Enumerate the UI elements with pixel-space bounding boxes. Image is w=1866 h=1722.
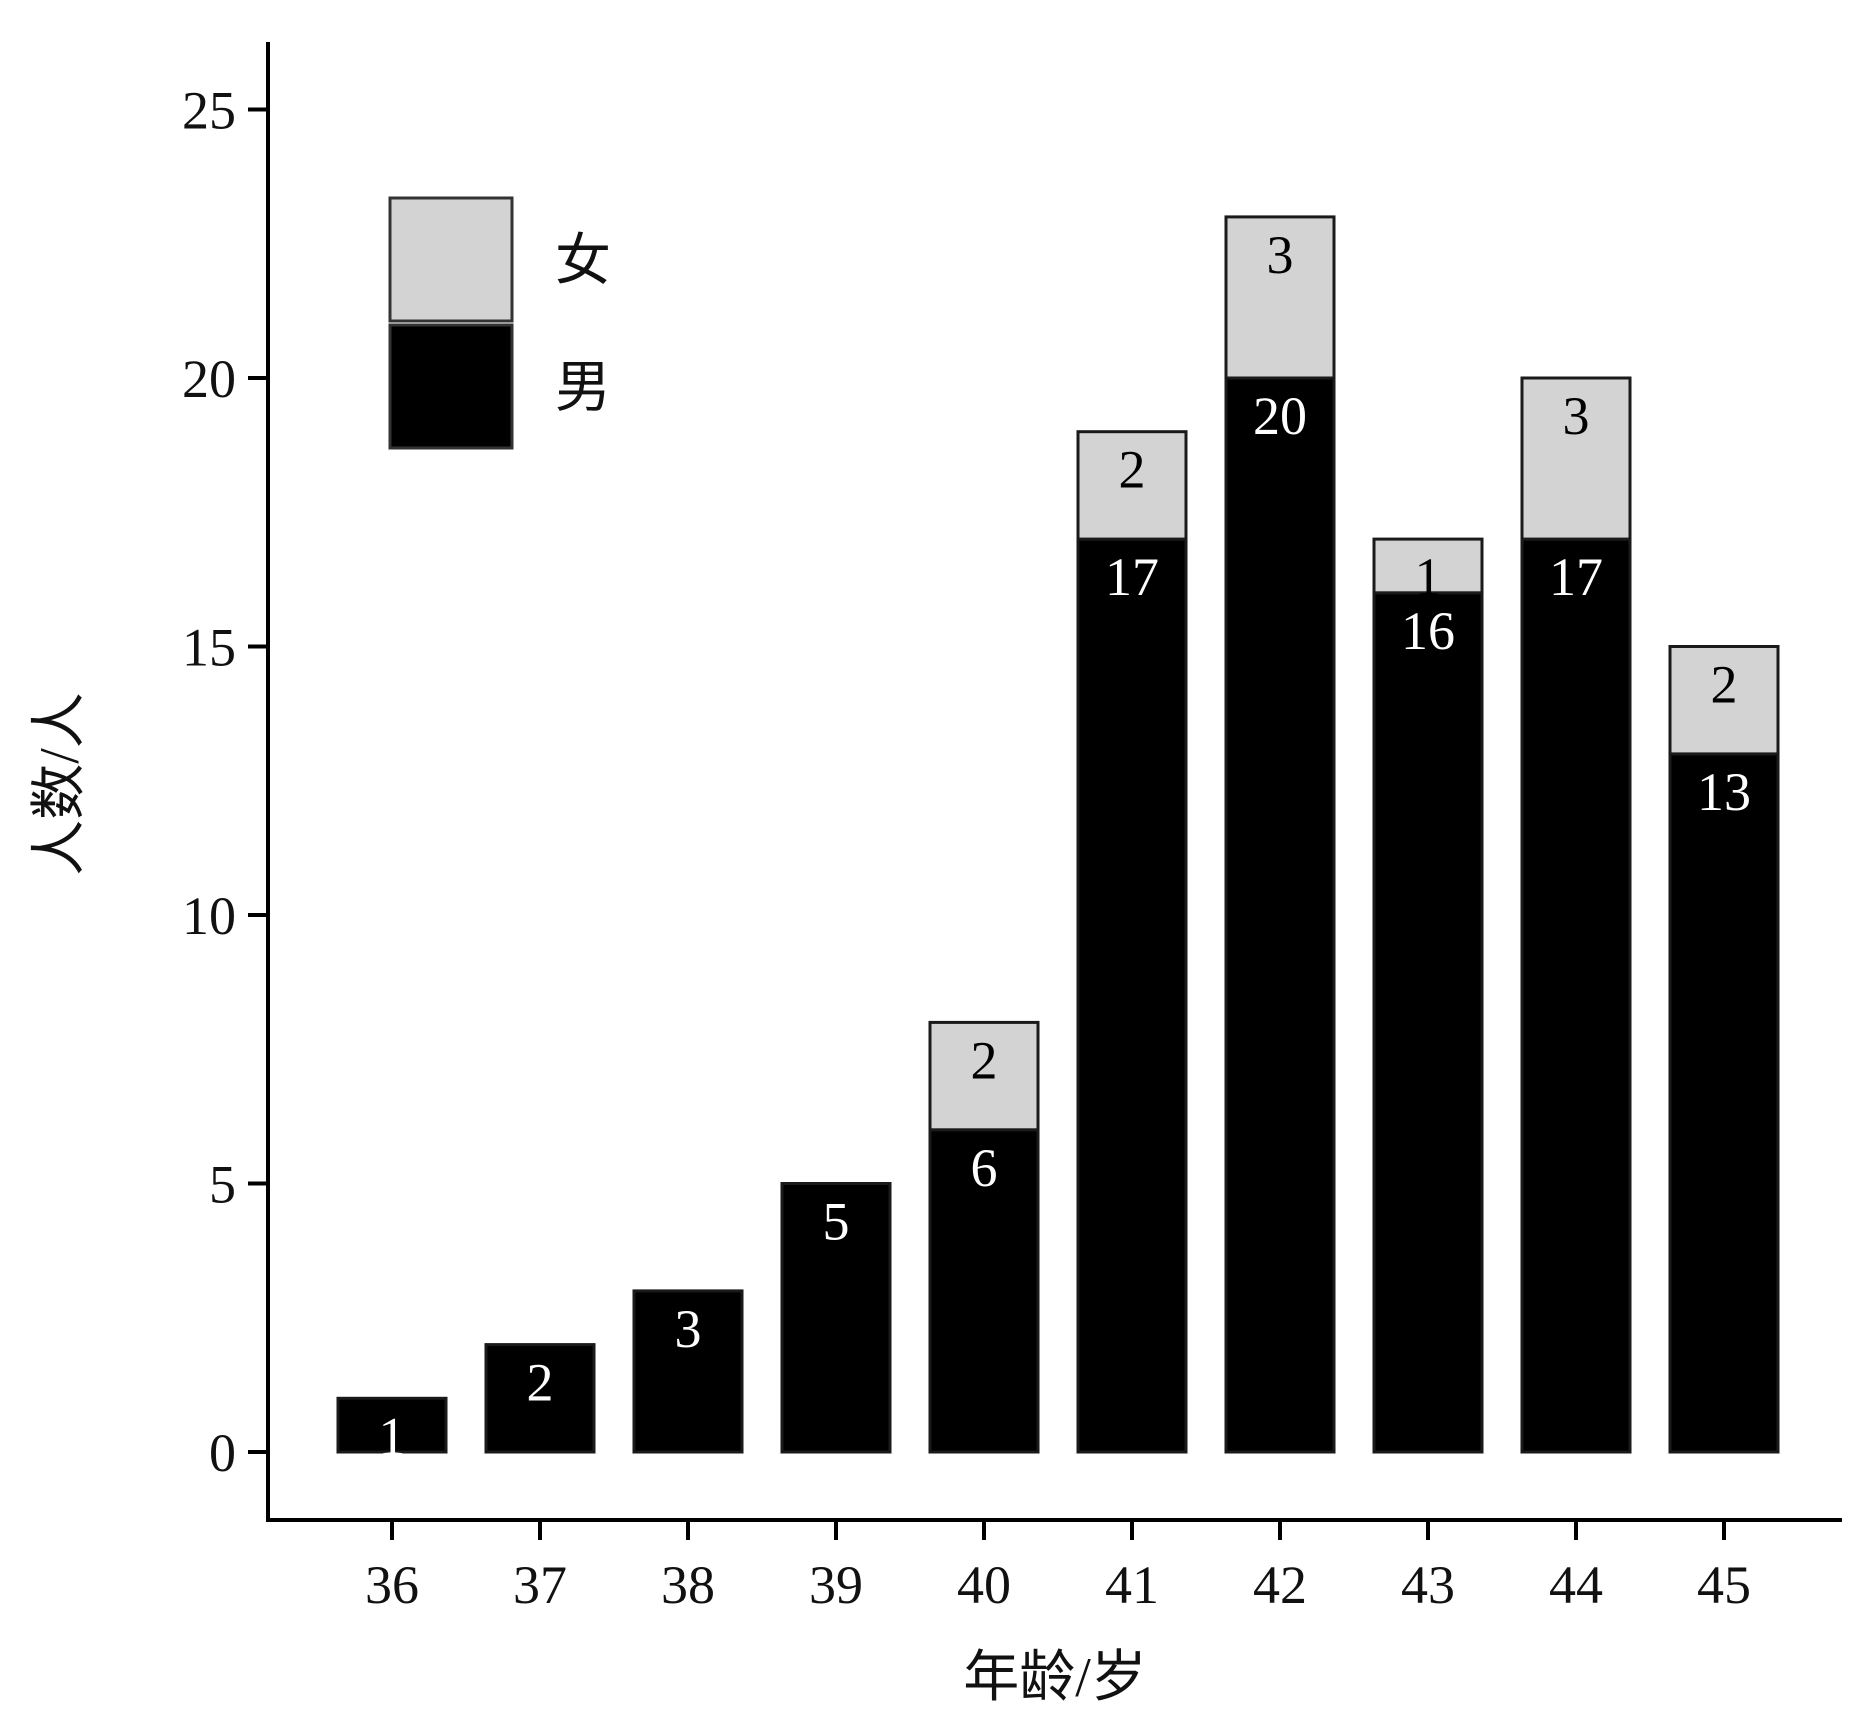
bar-segment-male	[1372, 591, 1484, 1454]
bar-value-label: 3	[675, 1299, 702, 1359]
bar-value-label: 2	[1711, 655, 1738, 715]
bar-value-label: 20	[1253, 386, 1307, 446]
bar-value-label: 1	[379, 1406, 406, 1466]
legend-label: 女	[555, 231, 611, 293]
legend-swatch	[388, 196, 514, 323]
y-tick-label: 25	[182, 81, 236, 141]
bar-value-label: 17	[1549, 547, 1603, 607]
bar-segment-male	[632, 1289, 744, 1454]
x-axis-title: 年龄/岁	[963, 1647, 1147, 1709]
bar-segment-female	[1076, 430, 1188, 541]
legend: 女男	[388, 196, 611, 450]
bar-segment-female	[1372, 537, 1484, 595]
bar-segment-male	[780, 1182, 892, 1454]
y-axis-title: 人数/人	[29, 692, 91, 876]
y-tick-label: 15	[182, 618, 236, 678]
y-tick-label: 0	[209, 1423, 236, 1483]
bar-segment-male	[336, 1396, 448, 1454]
x-tick-label: 39	[809, 1555, 863, 1615]
bar-value-label: 17	[1105, 547, 1159, 607]
bar-segment-male	[1224, 376, 1336, 1454]
bar-value-label: 3	[1563, 386, 1590, 446]
y-ticks: 0 5 10 15 20 25	[182, 81, 268, 1483]
bar-value-label: 16	[1401, 601, 1455, 661]
bar-segment-female	[1668, 645, 1780, 756]
x-tick-label: 37	[513, 1555, 567, 1615]
bar-value-label: 2	[971, 1030, 998, 1090]
bar-segment-female	[928, 1020, 1040, 1132]
y-tick-label: 10	[182, 886, 236, 946]
bar-segment-female	[1224, 215, 1336, 380]
bar-value-label: 13	[1697, 762, 1751, 822]
x-tick-label: 38	[661, 1555, 715, 1615]
bar-segment-male	[928, 1128, 1040, 1454]
x-tick-label: 36	[365, 1555, 419, 1615]
x-ticks: 36 37 38 39 40 41 42 43 44 45	[365, 1520, 1751, 1615]
bar-segment-male	[1668, 752, 1780, 1454]
bar-segment-male	[1520, 537, 1632, 1454]
bar-value-label: 2	[1119, 440, 1146, 500]
x-tick-label: 42	[1253, 1555, 1307, 1615]
bar-segment-male	[1076, 537, 1188, 1454]
bar-value-label: 2	[527, 1353, 554, 1413]
x-tick-label: 41	[1105, 1555, 1159, 1615]
x-tick-label: 44	[1549, 1555, 1603, 1615]
y-tick-label: 20	[182, 349, 236, 409]
bar-segment-male	[484, 1343, 596, 1454]
legend-label: 男	[555, 358, 611, 420]
y-tick-label: 5	[209, 1155, 236, 1215]
bar-value-label: 6	[971, 1138, 998, 1198]
axes-layer	[266, 42, 1842, 1522]
x-tick-label: 43	[1401, 1555, 1455, 1615]
bar-value-label: 3	[1267, 225, 1294, 285]
bars-layer	[336, 215, 1780, 1454]
x-tick-label: 40	[957, 1555, 1011, 1615]
bar-value-label: 1	[1415, 547, 1442, 607]
legend-swatch	[388, 323, 514, 450]
bar-value-label: 5	[823, 1192, 850, 1252]
bar-segment-female	[1520, 376, 1632, 541]
x-tick-label: 45	[1697, 1555, 1751, 1615]
